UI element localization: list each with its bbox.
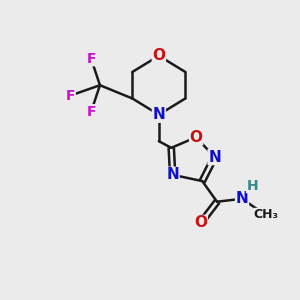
Text: O: O bbox=[190, 130, 202, 145]
Text: O: O bbox=[152, 48, 165, 63]
Text: N: N bbox=[236, 191, 248, 206]
Text: F: F bbox=[66, 88, 75, 103]
Text: F: F bbox=[86, 105, 96, 119]
Text: CH₃: CH₃ bbox=[253, 208, 278, 221]
Text: N: N bbox=[208, 149, 221, 164]
Text: N: N bbox=[152, 107, 165, 122]
Text: O: O bbox=[194, 215, 207, 230]
Text: N: N bbox=[166, 167, 179, 182]
Text: F: F bbox=[86, 52, 96, 66]
Text: H: H bbox=[247, 178, 258, 193]
